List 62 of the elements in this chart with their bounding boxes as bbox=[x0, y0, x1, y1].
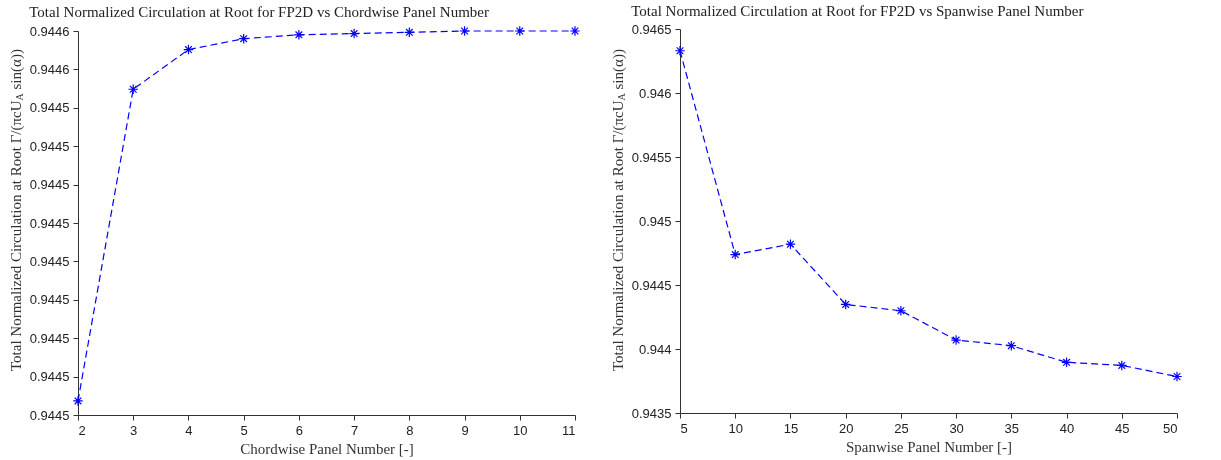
x-tick-label: 45 bbox=[1115, 420, 1130, 436]
chart-title: Total Normalized Circulation at Root for FP2D vs Chordwise Panel Number bbox=[29, 3, 489, 20]
x-tick-label: 30 bbox=[949, 420, 964, 436]
x-tick-label: 10 bbox=[728, 420, 743, 436]
y-tick-label: 0.9446 bbox=[29, 61, 70, 77]
y-tick-label: 0.9445 bbox=[631, 277, 672, 293]
y-tick-label: 0.9465 bbox=[631, 21, 672, 37]
point bbox=[569, 25, 581, 37]
x-tick-label: 15 bbox=[783, 420, 799, 436]
point bbox=[950, 334, 962, 346]
x-tick-label: 3 bbox=[130, 422, 138, 438]
x-axis-title: Spanwise Panel Number [-] bbox=[845, 438, 1013, 455]
x-tick-label: 7 bbox=[350, 422, 359, 438]
x-tick-label: 8 bbox=[406, 422, 414, 438]
y-tick-label: 0.946 bbox=[638, 85, 672, 101]
point bbox=[459, 25, 470, 37]
x-tick-label: 40 bbox=[1059, 420, 1075, 436]
x-tick-label: 11 bbox=[562, 422, 576, 438]
point bbox=[238, 33, 250, 45]
x-tick-label: 5 bbox=[680, 420, 688, 436]
y-tick-label: 0.9445 bbox=[29, 177, 70, 193]
point bbox=[514, 25, 526, 37]
x-axis-title: Chordwise Panel Number [-] bbox=[240, 440, 414, 457]
point bbox=[1171, 371, 1183, 382]
x-tick-label: 25 bbox=[894, 420, 909, 436]
point bbox=[293, 29, 305, 41]
y-tick-label: 0.9445 bbox=[29, 330, 70, 346]
y-tick-label: 0.9445 bbox=[29, 407, 70, 423]
point bbox=[785, 238, 796, 250]
point bbox=[1005, 340, 1017, 352]
x-tick-label: 9 bbox=[461, 422, 469, 438]
x-tick-label: 6 bbox=[295, 422, 304, 438]
y-tick-label: 0.9445 bbox=[29, 369, 70, 385]
x-tick-label: 35 bbox=[1004, 420, 1020, 436]
x-tick-label: 5 bbox=[240, 422, 248, 438]
point bbox=[403, 26, 415, 38]
point bbox=[729, 249, 741, 260]
chart-title: Total Normalized Circulation at Root for FP2D vs Spanwise Panel Number bbox=[631, 3, 1084, 19]
x-tick-label: 50 bbox=[1163, 420, 1178, 436]
point bbox=[1116, 360, 1128, 371]
y-tick-label: 0.944 bbox=[638, 341, 672, 357]
y-tick-label: 0.9445 bbox=[29, 138, 70, 154]
y-tick-label: 0.9435 bbox=[631, 405, 672, 421]
point bbox=[183, 44, 194, 55]
point bbox=[840, 299, 852, 310]
point bbox=[1061, 356, 1072, 368]
y-tick-label: 0.9455 bbox=[631, 149, 672, 165]
x-tick-label: 20 bbox=[838, 420, 854, 436]
y-tick-label: 0.945 bbox=[638, 213, 672, 229]
point bbox=[674, 45, 686, 57]
point bbox=[348, 28, 360, 39]
x-tick-label: 2 bbox=[78, 422, 86, 438]
x-tick-label: 4 bbox=[185, 422, 193, 438]
x-tick-label: 10 bbox=[513, 422, 528, 438]
y-tick-label: 0.9445 bbox=[29, 215, 70, 231]
y-tick-label: 0.9445 bbox=[29, 253, 70, 269]
point bbox=[72, 395, 84, 407]
point bbox=[895, 305, 907, 317]
point bbox=[127, 83, 139, 95]
y-tick-label: 0.9446 bbox=[29, 23, 70, 39]
y-tick-label: 0.9445 bbox=[29, 292, 70, 308]
y-tick-label: 0.9445 bbox=[29, 100, 70, 116]
